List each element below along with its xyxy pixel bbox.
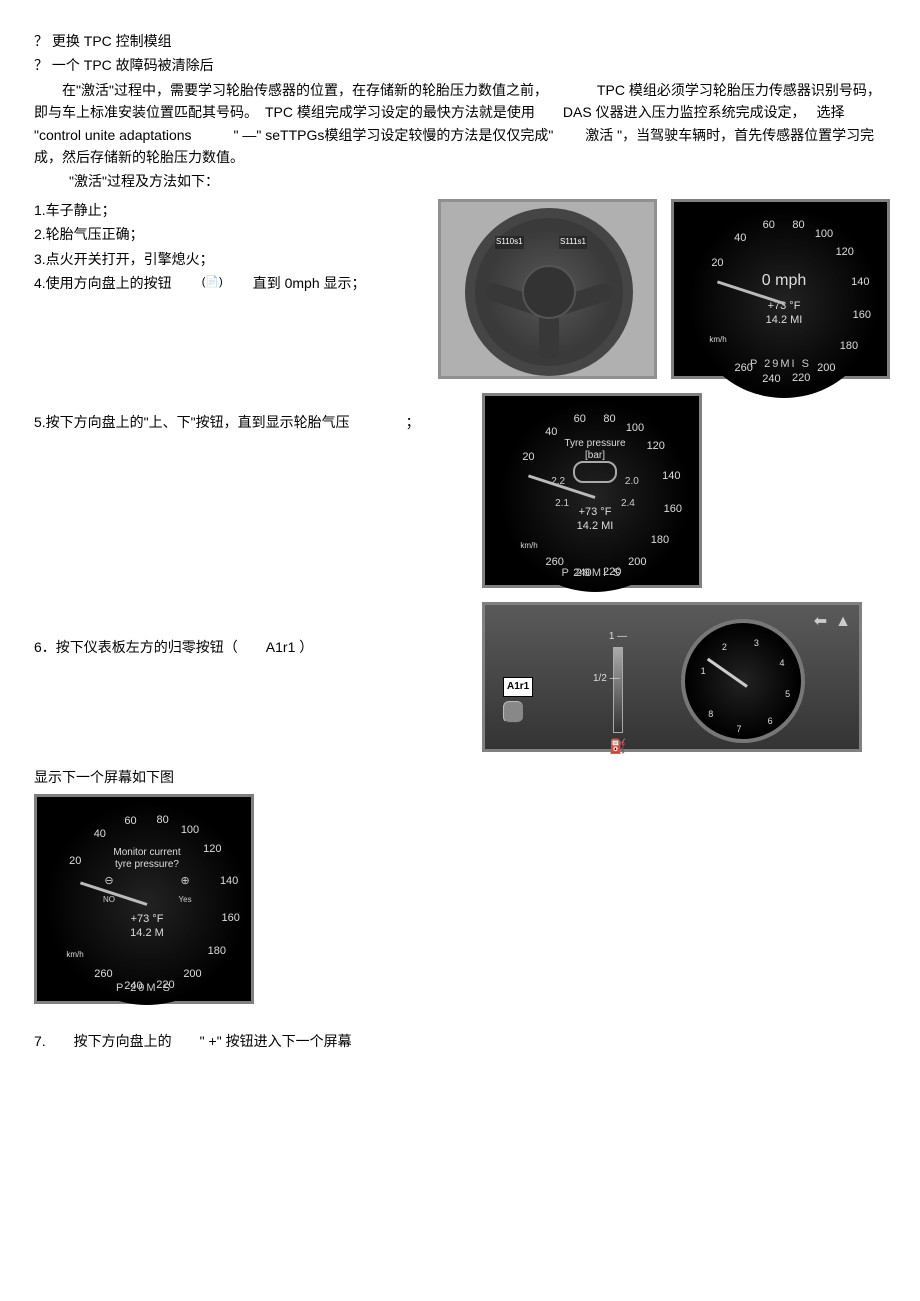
gauge-tick: 120: [645, 438, 667, 456]
tp-fr: 2.0: [625, 476, 639, 487]
car-silhouette-icon: [573, 461, 617, 483]
gauge-tick: 20: [706, 255, 728, 273]
gauge-tick: 60: [758, 217, 780, 235]
yes-label: Yes: [179, 895, 192, 904]
step-5: 5.按下方向盘上的"上、下"按钮，直到显示轮胎气压 ；: [34, 411, 464, 433]
tacho-tick: 7: [737, 722, 742, 736]
gauge-tick: 180: [649, 532, 671, 550]
step-1: 1.车子静止；: [34, 199, 424, 221]
text-line: ？ 一个 TPC 故障码被清除后: [34, 54, 890, 76]
gauge-tick: 100: [624, 420, 646, 438]
paragraph-activation: 在"激活"过程中，需要学习轮胎传感器的位置，在存储新的轮胎压力数值之前， TPC…: [34, 79, 890, 169]
a1r1-label: A1r1: [503, 677, 533, 697]
speedometer-gauge-monitor: Monitor current tyre pressure? ⊖ NO ⊕ Ye…: [34, 794, 254, 1004]
speedometer-gauge-tyre-pressure: Tyre pressure [bar] 2.2 2.0 2.1 2.4 +73 …: [482, 393, 702, 588]
gauge-tick: 160: [662, 501, 684, 519]
gauge1-bottom: P 29MI S: [674, 356, 887, 374]
tacho-tick: 6: [768, 714, 773, 728]
step-6: 6．按下仪表板左方的归零按钮（ A1r1 ）: [34, 636, 464, 658]
gauge-tick: 40: [729, 230, 751, 248]
gauge-tick: 140: [849, 274, 871, 292]
gauge-tick: 100: [179, 822, 201, 840]
tacho-tick: 4: [780, 656, 785, 670]
activation-heading: "激活"过程及方法如下：: [34, 170, 890, 192]
gauge-tick: 20: [64, 853, 86, 871]
gauge-tick: 40: [89, 826, 111, 844]
text-line: ？ 更换 TPC 控制模组: [34, 30, 890, 52]
dashboard-panel-image: ⬅ ▲ A1r1 1 — 1/2 — ⛽ 12345678: [482, 602, 862, 752]
step-2: 2.轮胎气压正确；: [34, 223, 424, 245]
gauge-tick: 80: [599, 411, 621, 429]
gauge-tick: 120: [201, 841, 223, 859]
step-7: 7. 按下方向盘上的 " +" 按钮进入下一个屏幕: [34, 1030, 890, 1052]
gauge-tick: 160: [220, 910, 242, 928]
gauge-tick: 80: [788, 217, 810, 235]
arrow-left-icon: ⬅: [814, 609, 827, 635]
gauge-tick: 80: [152, 812, 174, 830]
step-4-suffix: 直到 0mph 显示；: [253, 272, 366, 294]
plus-circle-icon: ⊕: [180, 875, 189, 887]
gauge-tick: 100: [813, 226, 835, 244]
gauge-tick: 160: [851, 307, 873, 325]
tacho-tick: 3: [754, 636, 759, 650]
gauge-tick: 60: [569, 411, 591, 429]
tacho-tick: 5: [785, 687, 790, 701]
gauge2-unit: km/h: [433, 540, 625, 553]
gauge3-sub2: 14.2 M: [45, 925, 249, 943]
step-4: 4.使用方向盘上的按钮 (📄) 直到 0mph 显示；: [34, 272, 424, 294]
gauge-tick: 140: [218, 873, 240, 891]
tacho-tick: 8: [708, 707, 713, 721]
tachometer: 1 2 3 4 56 7 8: [681, 619, 805, 743]
gauge-tick: 180: [206, 943, 228, 961]
gauge-tick: 60: [120, 813, 142, 831]
gauge-tick: 20: [517, 449, 539, 467]
wheel-label-left: S110s1: [495, 236, 524, 249]
no-label: NO: [103, 895, 115, 904]
gauge-tick: 180: [838, 338, 860, 356]
step-4-prefix: 4.使用方向盘上的按钮: [34, 272, 172, 294]
gauge3-unit: km/h: [0, 949, 177, 962]
tacho-needle: [707, 657, 748, 687]
fuel-pump-icon: ⛽: [595, 735, 641, 757]
fuel-gauge: 1 — 1/2 — ⛽: [595, 629, 641, 757]
gauge-tick: 120: [834, 244, 856, 262]
fuel-top: 1 —: [595, 629, 641, 645]
tacho-tick: 1: [701, 664, 706, 678]
wheel-label-right: S111s1: [559, 236, 587, 249]
gauge-tick: 140: [660, 468, 682, 486]
steering-wheel-image: S110s1 S111s1: [438, 199, 657, 379]
minus-circle-icon: ⊖: [104, 875, 113, 887]
caption-next-screen: 显示下一个屏幕如下图: [34, 766, 890, 788]
warning-triangle-icon: ▲: [835, 609, 851, 635]
step-3: 3.点火开关打开，引擎熄火；: [34, 248, 424, 270]
page-button-icon: (📄): [202, 274, 223, 292]
tacho-tick: 2: [722, 640, 727, 654]
reset-button-a1r1[interactable]: [503, 701, 523, 723]
gauge2-bottom: P 29MI S: [485, 565, 699, 583]
gauge3-bottom: P 29M S: [37, 980, 251, 998]
gauge-tick: 40: [540, 424, 562, 442]
yes-option: ⊕ Yes: [165, 873, 205, 908]
indicator-icons: ⬅ ▲: [814, 609, 851, 635]
fuel-mid: 1/2 —: [593, 671, 620, 687]
gauge1-unit: km/h: [622, 334, 814, 347]
speedometer-gauge-0mph: 0 mph +73 °F 14.2 MI km/h 20406080100120…: [671, 199, 890, 379]
